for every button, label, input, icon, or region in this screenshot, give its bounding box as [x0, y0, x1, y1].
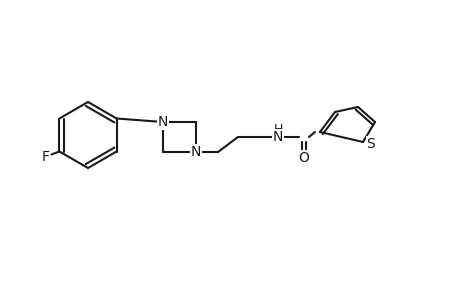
- Text: N: N: [157, 115, 168, 129]
- Text: O: O: [298, 151, 309, 165]
- Text: F: F: [41, 149, 49, 164]
- Text: H: H: [273, 122, 282, 136]
- Text: N: N: [272, 130, 283, 144]
- Text: N: N: [190, 145, 201, 159]
- Text: S: S: [366, 137, 375, 151]
